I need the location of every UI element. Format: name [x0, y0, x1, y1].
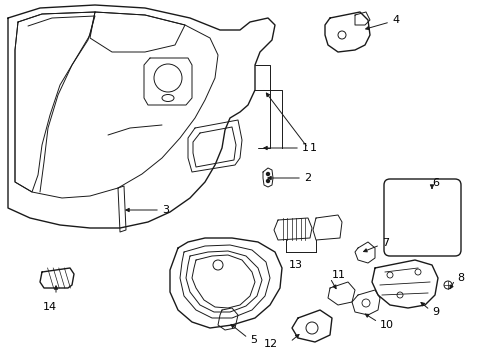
Text: 14: 14	[43, 302, 57, 312]
Text: 13: 13	[289, 260, 303, 270]
Text: 11: 11	[332, 270, 346, 280]
Circle shape	[267, 172, 270, 176]
Text: 3: 3	[162, 205, 169, 215]
Text: 5: 5	[250, 335, 257, 345]
Text: 1: 1	[302, 143, 309, 153]
Text: 9: 9	[432, 307, 439, 317]
Text: 10: 10	[380, 320, 394, 330]
Circle shape	[267, 180, 270, 183]
Text: 8: 8	[457, 273, 464, 283]
Text: 12: 12	[264, 339, 278, 349]
Text: 4: 4	[392, 15, 399, 25]
Text: 1: 1	[310, 143, 317, 153]
Text: 6: 6	[432, 178, 439, 188]
Text: 7: 7	[382, 238, 389, 248]
Text: 2: 2	[304, 173, 311, 183]
